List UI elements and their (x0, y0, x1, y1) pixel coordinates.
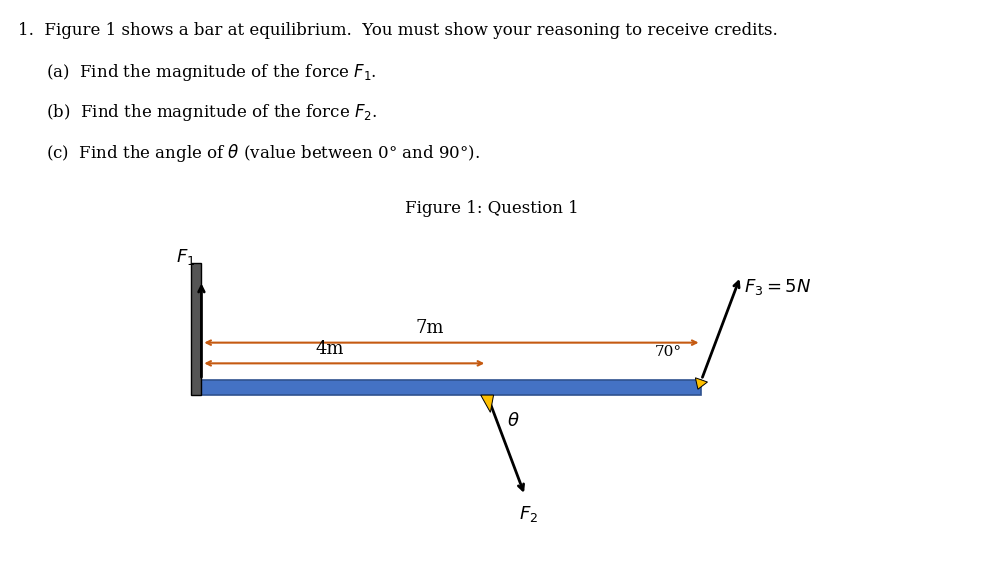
Polygon shape (481, 395, 494, 412)
Text: 1.  Figure 1 shows a bar at equilibrium.  You must show your reasoning to receiv: 1. Figure 1 shows a bar at equilibrium. … (18, 22, 777, 39)
Bar (191, 263, 202, 395)
Text: $F_1$: $F_1$ (176, 247, 196, 267)
Text: (b)  Find the magnitude of the force $F_2$.: (b) Find the magnitude of the force $F_2… (46, 102, 378, 123)
Text: $F_2$: $F_2$ (519, 504, 538, 524)
Polygon shape (696, 378, 707, 389)
Text: 7m: 7m (416, 319, 444, 337)
Text: (c)  Find the angle of $\theta$ (value between 0° and 90°).: (c) Find the angle of $\theta$ (value be… (46, 142, 480, 164)
Text: 4m: 4m (316, 340, 344, 358)
Text: Figure 1: Question 1: Figure 1: Question 1 (405, 200, 579, 217)
Text: $F_3 = 5N$: $F_3 = 5N$ (744, 278, 812, 298)
Text: $\theta$: $\theta$ (507, 412, 520, 430)
Text: (a)  Find the magnitude of the force $F_1$.: (a) Find the magnitude of the force $F_1… (46, 62, 377, 83)
Text: 70°: 70° (655, 344, 682, 359)
Bar (202, 380, 702, 395)
